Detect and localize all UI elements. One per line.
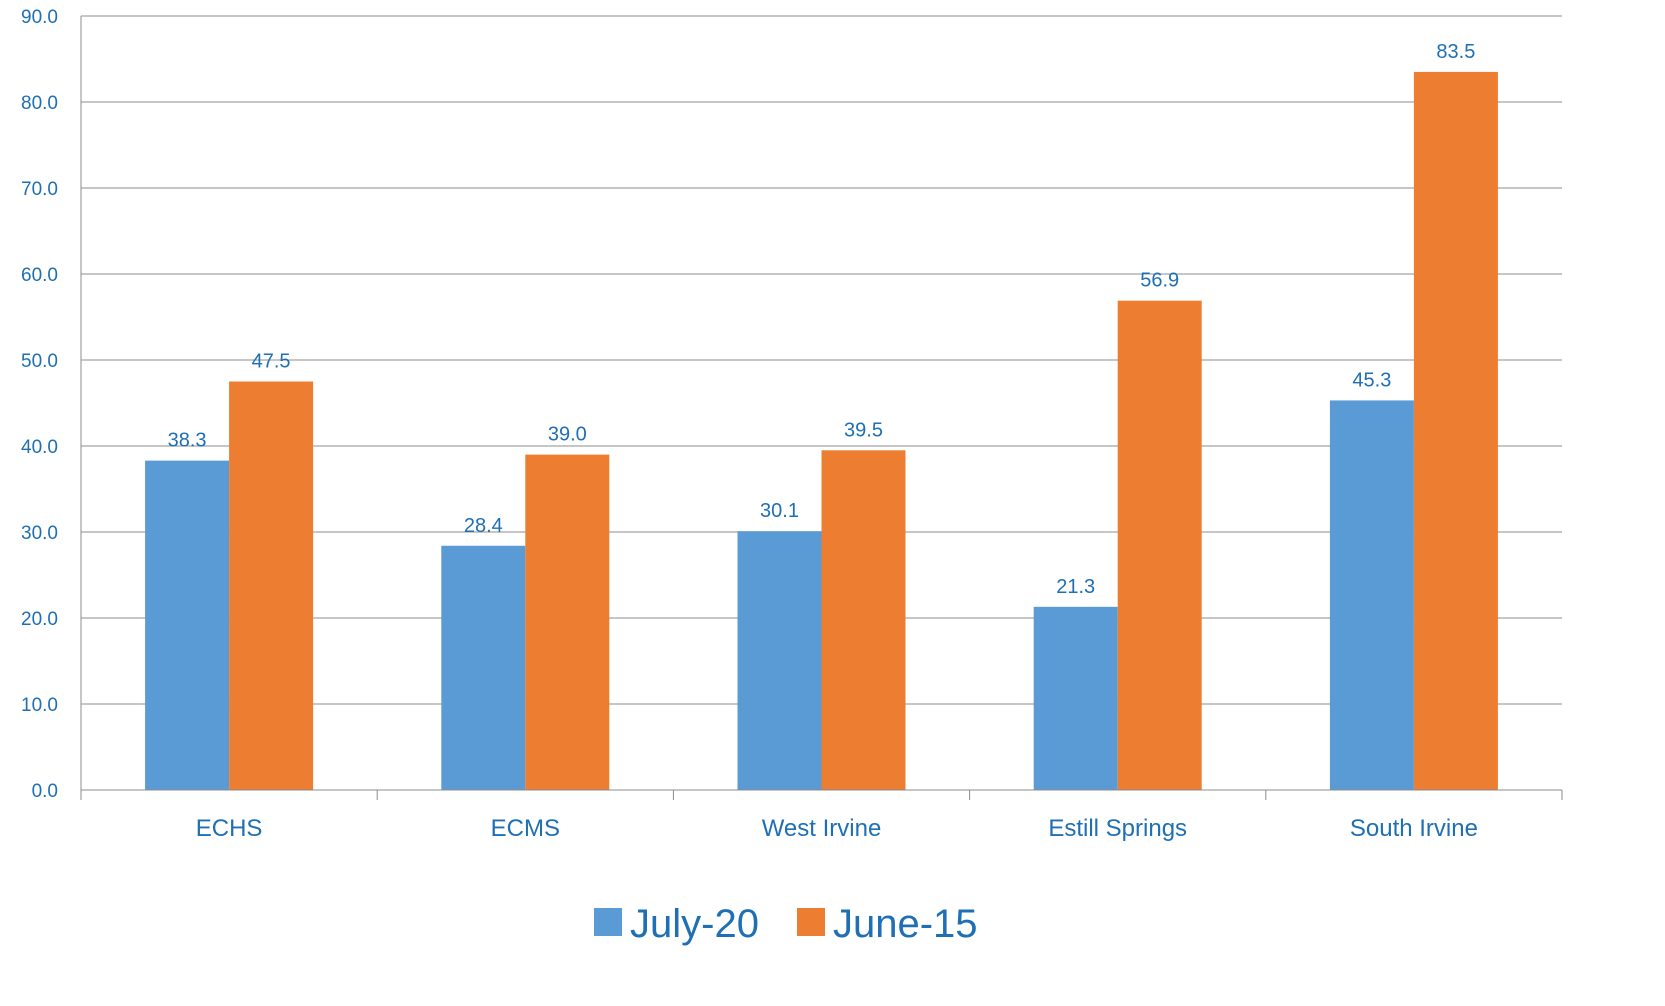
- y-tick-label: 10.0: [21, 695, 58, 716]
- bar-june-15-estill-springs: [1117, 300, 1202, 790]
- bar-july-20-ecms: [441, 545, 526, 790]
- bar-june-15-west-irvine: [821, 450, 906, 790]
- y-tick-label: 40.0: [21, 437, 58, 458]
- data-label: 83.5: [1436, 41, 1475, 63]
- data-label: 30.1: [760, 500, 799, 522]
- x-category-label: ECHS: [196, 815, 263, 842]
- data-label: 45.3: [1352, 369, 1391, 391]
- y-tick-label: 70.0: [21, 179, 58, 200]
- data-label: 47.5: [252, 351, 291, 373]
- bar-july-20-echs: [145, 460, 230, 790]
- y-tick-label: 90.0: [21, 7, 58, 28]
- bar-july-20-west-irvine: [737, 531, 822, 790]
- y-tick-label: 30.0: [21, 523, 58, 544]
- data-label: 39.5: [844, 419, 883, 441]
- bar-june-15-south-irvine: [1413, 71, 1498, 790]
- y-tick-label: 80.0: [21, 93, 58, 114]
- data-label: 56.9: [1140, 270, 1179, 292]
- data-label: 28.4: [464, 515, 503, 537]
- bar-july-20-estill-springs: [1033, 606, 1118, 790]
- y-tick-label: 0.0: [32, 781, 58, 802]
- data-label: 21.3: [1056, 576, 1095, 598]
- bar-june-15-echs: [229, 381, 314, 790]
- legend-label: June-15: [833, 902, 978, 946]
- x-category-label: Estill Springs: [1048, 815, 1187, 842]
- y-tick-label: 60.0: [21, 265, 58, 286]
- bars: [145, 71, 1498, 790]
- y-axis-ticks: 0.0 10.0 20.0 30.0 40.0 50.0 60.0 70.0 80.0 90.0: [21, 7, 58, 802]
- legend-swatch: [797, 908, 825, 936]
- x-category-label: West Irvine: [762, 815, 882, 842]
- y-tick-label: 50.0: [21, 351, 58, 372]
- bar-june-15-ecms: [525, 454, 610, 790]
- y-tick-label: 20.0: [21, 609, 58, 630]
- data-labels: 38.3 47.5 28.4 39.0 30.1 39.5 21.3 56.9 45.3 83.5: [168, 41, 1476, 598]
- x-category-label: ECMS: [491, 815, 560, 842]
- data-label: 38.3: [168, 430, 207, 452]
- legend-swatch: [594, 908, 622, 936]
- data-label: 39.0: [548, 424, 587, 446]
- x-axis: ECHS ECMS West Irvine Estill Springs South I…: [80, 16, 1563, 842]
- bar-july-20-south-irvine: [1329, 400, 1414, 790]
- legend-label: July-20: [630, 902, 759, 946]
- gridlines: [81, 15, 1562, 705]
- x-category-label: South Irvine: [1350, 815, 1478, 842]
- legend: July-20 June-15: [594, 902, 978, 946]
